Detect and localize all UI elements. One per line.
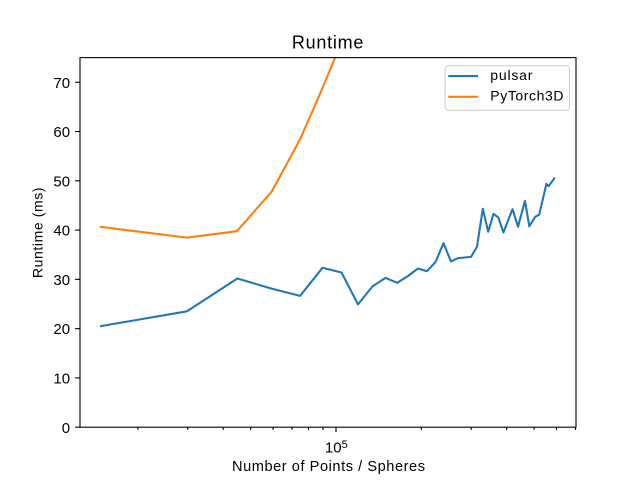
svg-text:20: 20 — [53, 321, 70, 338]
svg-text:5: 5 — [342, 439, 348, 451]
svg-text:Runtime: Runtime — [292, 32, 364, 52]
svg-text:pulsar: pulsar — [490, 67, 533, 83]
svg-text:40: 40 — [53, 223, 70, 240]
svg-text:70: 70 — [53, 75, 70, 92]
svg-text:10: 10 — [53, 370, 70, 387]
svg-text:10: 10 — [325, 439, 342, 456]
svg-text:PyTorch3D: PyTorch3D — [490, 88, 564, 104]
svg-text:50: 50 — [53, 173, 70, 190]
svg-text:60: 60 — [53, 124, 70, 141]
svg-text:Number of Points / Spheres: Number of Points / Spheres — [232, 459, 426, 475]
svg-text:Runtime (ms): Runtime (ms) — [30, 187, 46, 278]
svg-text:0: 0 — [62, 420, 70, 437]
svg-text:30: 30 — [53, 272, 70, 289]
